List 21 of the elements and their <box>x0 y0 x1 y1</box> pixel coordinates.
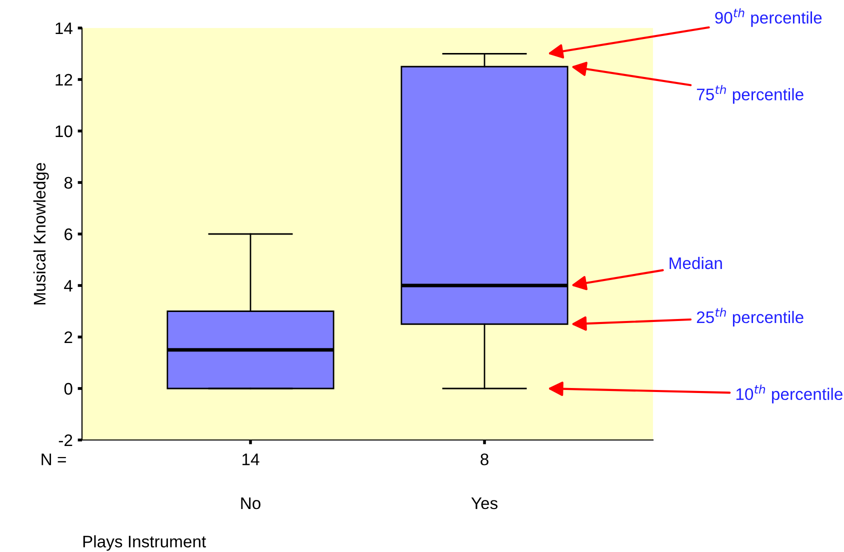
text: 10$^{th}$ percentile <box>736 384 842 404</box>
text: 25$^{th}$ percentile <box>696 308 804 326</box>
y-tick-label: 14 <box>56 22 72 34</box>
text: 90$^{th}$ percentile <box>715 8 822 27</box>
x-axis-title: Plays Instrument <box>83 535 206 551</box>
y-tick-label: 10 <box>56 125 72 138</box>
y-tick-label: 6 <box>64 228 72 240</box>
text: Median <box>670 256 722 270</box>
annotation: 14 <box>242 454 260 466</box>
y-tick-label: 2 <box>64 331 72 344</box>
y-tick-label: 8 <box>64 176 72 189</box>
y-tick-label: -2 <box>58 434 72 446</box>
annotation: 8 <box>480 454 488 466</box>
y-tick-label: 0 <box>64 382 72 395</box>
y-tick-label: 12 <box>56 74 72 86</box>
text: 75$^{th}$ percentile <box>696 84 804 104</box>
x-tick-label: Yes <box>471 498 498 510</box>
y-tick-label: 4 <box>64 280 72 292</box>
text: N = <box>42 454 66 466</box>
x-tick-label: No <box>241 498 260 510</box>
y-axis-title: Musical Knowledge <box>33 162 49 304</box>
